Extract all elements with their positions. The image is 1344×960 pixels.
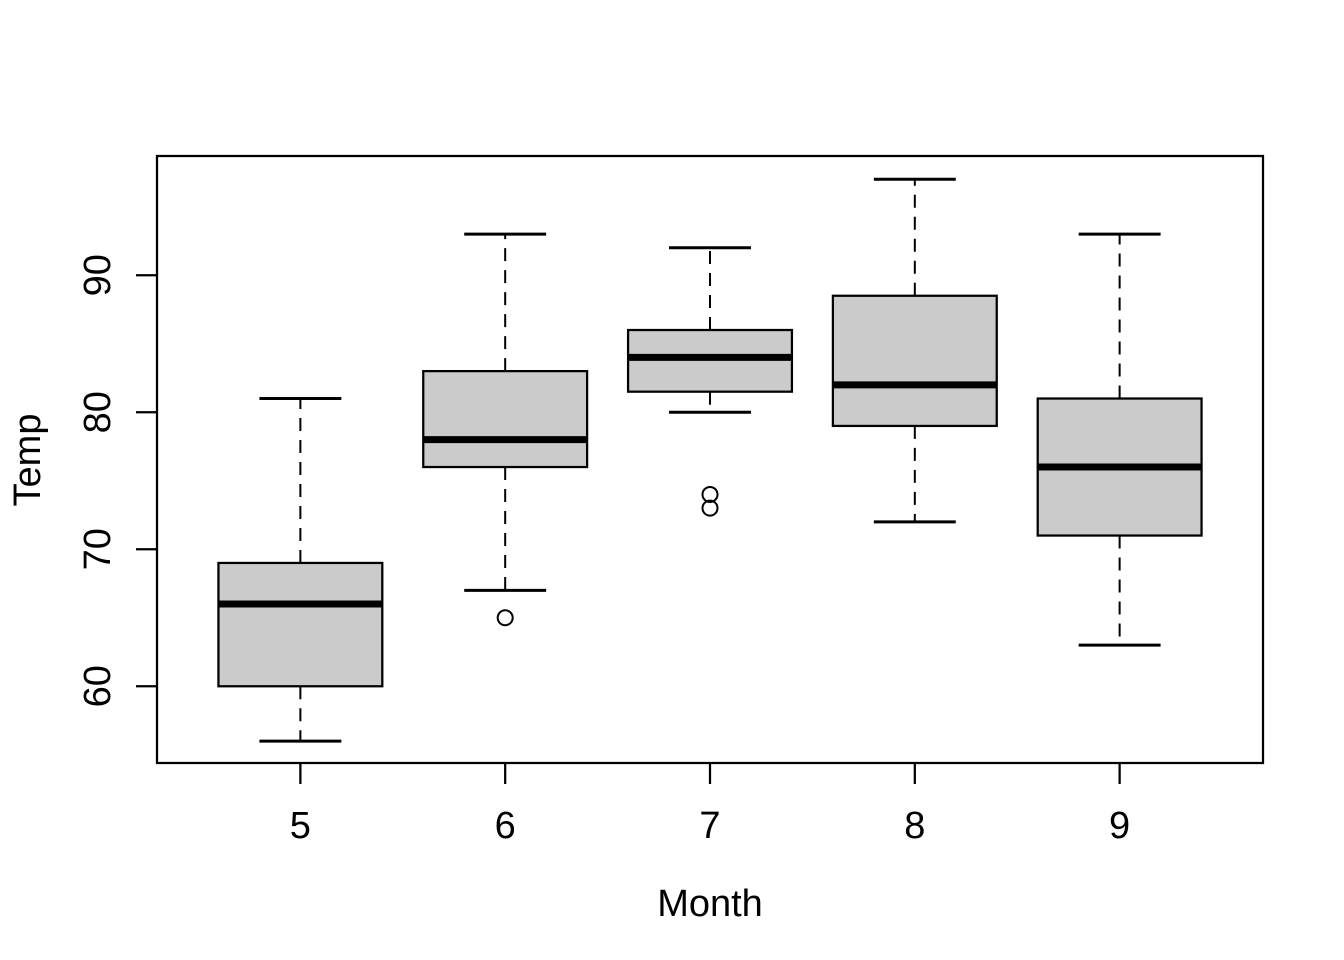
y-tick-label-60: 60 — [77, 665, 119, 707]
y-axis: 60 70 80 90 — [77, 254, 157, 707]
iqr-box-month-5 — [217, 561, 384, 688]
y-axis-title: Temp — [7, 414, 49, 507]
y-tick-label-70: 70 — [77, 528, 119, 570]
x-tick-label-9: 9 — [1109, 805, 1130, 847]
outlier-month-7-val-73 — [701, 499, 719, 517]
outlier-month-6-val-65 — [496, 609, 514, 627]
x-axis: 5 6 7 8 9 — [290, 763, 1130, 847]
x-tick-label-6: 6 — [495, 805, 516, 847]
box-group-month-9 — [1036, 232, 1203, 647]
box-group-month-7 — [626, 246, 794, 517]
box-group-month-5 — [217, 397, 384, 743]
x-tick-label-5: 5 — [290, 805, 311, 847]
box-group-month-8 — [831, 177, 998, 524]
y-tick-label-90: 90 — [77, 254, 119, 296]
x-axis-title: Month — [657, 883, 763, 925]
boxes — [217, 177, 1203, 743]
box-group-month-6 — [422, 232, 589, 627]
iqr-box-month-6 — [422, 369, 589, 469]
x-tick-label-7: 7 — [699, 805, 720, 847]
y-tick-label-80: 80 — [77, 391, 119, 433]
iqr-box-month-8 — [831, 294, 998, 428]
x-tick-label-8: 8 — [904, 805, 925, 847]
outlier-month-7-val-74 — [701, 485, 719, 503]
